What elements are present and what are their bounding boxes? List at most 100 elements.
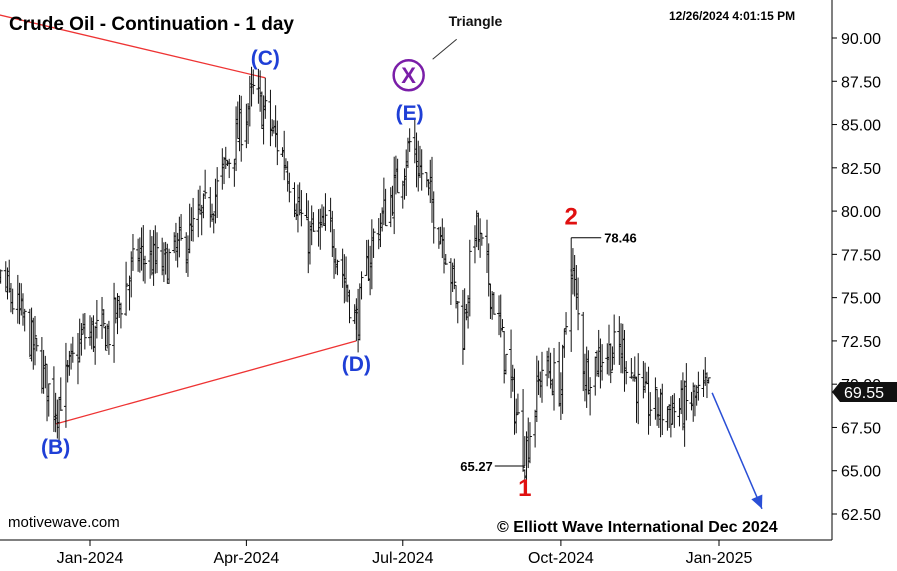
ohlc-bar (223, 146, 228, 170)
x-tick-label: Oct-2024 (528, 550, 594, 566)
ohlc-bar (576, 277, 581, 331)
ohlc-bar (588, 377, 593, 416)
ohlc-bar (608, 343, 613, 384)
wave-label: (D) (342, 353, 371, 376)
ohlc-bar (106, 320, 111, 355)
y-tick-label: 82.50 (841, 161, 881, 178)
x-marker-circle (392, 58, 425, 92)
last-price-value: 69.55 (844, 385, 884, 402)
ohlc-bar (124, 261, 129, 316)
projection-arrow (711, 392, 763, 510)
y-tick-label: 62.50 (841, 507, 881, 524)
ohlc-bar (564, 312, 569, 335)
ohlc-bar (0, 269, 3, 284)
price-callout-label: 65.27 (460, 459, 493, 474)
ohlc-bar (215, 167, 220, 218)
trendlines-layer (0, 14, 357, 425)
ohlc-bar (624, 360, 629, 385)
ohlc-bar (299, 190, 304, 227)
ohlc-bar (660, 383, 665, 436)
y-tick-label: 67.50 (841, 420, 881, 437)
ohlc-bar (395, 158, 400, 194)
ohlc-bar (684, 363, 689, 421)
copyright-label: © Elliott Wave International Dec 2024 (497, 519, 778, 536)
price-callout: 78.46 (571, 231, 637, 246)
ohlc-bar (94, 299, 99, 339)
y-tick-label: 77.50 (841, 247, 881, 264)
ohlc-bar (82, 312, 87, 350)
ohlc-bar (491, 291, 496, 315)
y-tick-label: 72.50 (841, 334, 881, 351)
ohlc-bar (101, 309, 106, 327)
ohlc-bar (648, 392, 653, 426)
ohlc-bar (653, 377, 658, 420)
ohlc-bar (130, 234, 135, 271)
ohlc-bar (672, 393, 677, 428)
x-tick-label: Jan-2024 (57, 550, 124, 566)
triangle-trendline (55, 340, 357, 425)
ohlc-bar (629, 358, 634, 379)
price-bars-layer (0, 66, 711, 496)
ohlc-bar (696, 371, 701, 401)
y-tick-label: 90.00 (841, 31, 881, 48)
ohlc-bar (34, 337, 39, 352)
ohlc-bar (191, 197, 196, 242)
y-tick-label: 65.00 (841, 464, 881, 481)
last-price-badge: 69.55 (832, 381, 897, 402)
x-tick-label: Jan-2025 (686, 550, 753, 566)
ohlc-bar (335, 259, 340, 276)
wave-label: (E) (396, 102, 424, 125)
wave-label: (C) (251, 47, 280, 70)
ohlc-bar (179, 214, 184, 241)
chart-title: Crude Oil - Continuation - 1 day (9, 14, 294, 35)
y-tick-label: 87.50 (841, 74, 881, 91)
ohlc-bar (600, 344, 605, 381)
triangle-trendline (0, 14, 266, 79)
ohlc-bar (70, 336, 75, 363)
ohlc-bar (539, 351, 544, 403)
last-price-badge-shape (832, 381, 897, 402)
ohlc-bar (251, 69, 256, 95)
wave-label: (B) (41, 436, 70, 459)
ohlc-bar (58, 377, 63, 411)
ohlc-bar (46, 383, 51, 417)
source-label: motivewave.com (8, 514, 120, 531)
ohlc-bar (10, 288, 15, 315)
price-callout: 65.27 (460, 459, 525, 474)
ohlc-bar (347, 289, 352, 324)
ohlc-bar (515, 393, 520, 416)
ohlc-bar (371, 228, 376, 258)
ohlc-bar (455, 301, 460, 324)
ohlc-bar (79, 323, 84, 356)
ohlc-bar (275, 120, 280, 166)
y-tick-label: 85.00 (841, 118, 881, 135)
ohlc-bar (167, 248, 172, 284)
ohlc-bar (452, 258, 457, 290)
ohlc-bar (33, 315, 38, 366)
ohlc-bar (203, 169, 208, 200)
x-tick-label: Jul-2024 (372, 550, 433, 566)
y-tick-label: 80.00 (841, 204, 881, 221)
ohlc-bar (323, 193, 328, 231)
price-callout-label: 78.46 (604, 231, 637, 246)
wave-label: 2 (565, 204, 578, 231)
ohlc-bar (467, 239, 472, 317)
triangle-note-leader (432, 38, 457, 60)
ohlc-bar (22, 308, 27, 332)
ohlc-bar (407, 128, 412, 152)
timestamp-label: 12/26/2024 4:01:15 PM (669, 9, 795, 23)
ohlc-bar (706, 377, 711, 384)
ohlc-bar (155, 232, 160, 274)
wave-label: 1 (518, 475, 531, 502)
x-wave-marker: X Triangle (392, 13, 503, 92)
ohlc-bar (383, 188, 388, 227)
ohlc-bar (118, 302, 123, 329)
ohlc-bar (419, 149, 424, 191)
ohlc-bar (227, 158, 232, 179)
ohlc-bar (142, 255, 147, 284)
projection-arrow-head (751, 494, 763, 509)
